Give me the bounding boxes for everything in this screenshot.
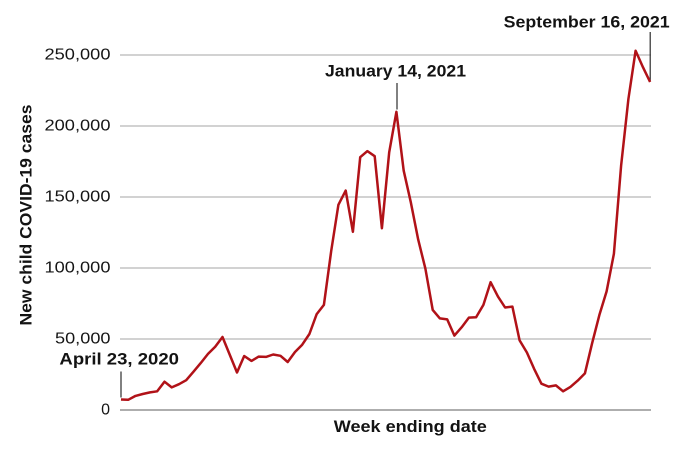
svg-text:250,000: 250,000 <box>45 47 111 64</box>
svg-text:50,000: 50,000 <box>55 331 111 348</box>
svg-text:200,000: 200,000 <box>45 118 111 135</box>
svg-text:New child COVID-19 cases: New child COVID-19 cases <box>18 105 36 326</box>
svg-text:150,000: 150,000 <box>45 189 111 206</box>
svg-text:Week ending date: Week ending date <box>334 417 487 436</box>
svg-text:April 23, 2020: April 23, 2020 <box>59 351 179 369</box>
svg-text:0: 0 <box>101 402 110 419</box>
svg-text:100,000: 100,000 <box>45 260 111 277</box>
svg-text:January 14, 2021: January 14, 2021 <box>325 63 466 81</box>
svg-text:September 16, 2021: September 16, 2021 <box>504 14 670 32</box>
